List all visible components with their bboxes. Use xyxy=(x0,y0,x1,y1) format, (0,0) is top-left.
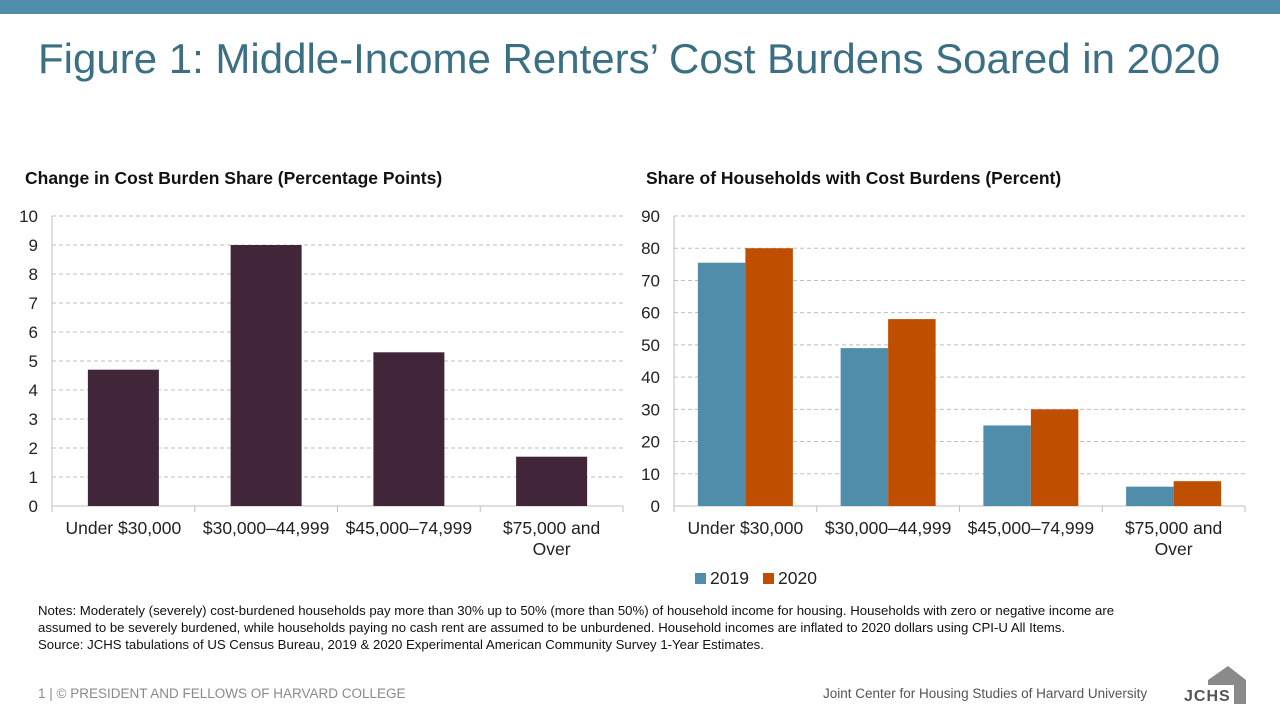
y-tick-label: 0 xyxy=(29,497,38,516)
bar-2020-1 xyxy=(745,248,793,506)
y-tick-label: 1 xyxy=(29,468,38,487)
x-tick-label: $75,000 and xyxy=(1125,518,1222,538)
bar-1 xyxy=(87,369,159,506)
y-tick-label: 8 xyxy=(29,265,38,284)
source-text: Source: JCHS tabulations of US Census Bu… xyxy=(38,637,764,652)
footer-organization: Joint Center for Housing Studies of Harv… xyxy=(823,686,1148,701)
top-accent-bar xyxy=(0,0,1280,14)
y-tick-label: 40 xyxy=(641,368,660,387)
page-title: Figure 1: Middle-Income Renters’ Cost Bu… xyxy=(38,35,1221,82)
y-tick-label: 2 xyxy=(29,439,38,458)
legend-label-2019: 2019 xyxy=(710,568,749,588)
y-tick-label: 60 xyxy=(641,304,660,323)
bar-2019-2 xyxy=(840,348,889,506)
y-tick-label: 70 xyxy=(641,271,660,290)
x-tick-label: $45,000–74,999 xyxy=(346,518,473,538)
bar-2020-2 xyxy=(888,319,936,506)
y-tick-label: 5 xyxy=(29,352,38,371)
bar-2019-4 xyxy=(1126,486,1174,506)
share-burdened-chart: 0 10 20 30 40 50 60 70 80 90 Under $30,000 $30,000–… xyxy=(641,207,1246,588)
x-tick-label: Under $30,000 xyxy=(65,518,181,538)
x-tick-label: Under $30,000 xyxy=(687,518,803,538)
left-chart-title: Change in Cost Burden Share (Percentage … xyxy=(25,168,443,188)
bar-3 xyxy=(373,352,445,506)
legend-swatch-2020 xyxy=(763,573,774,584)
y-tick-label: 50 xyxy=(641,336,660,355)
bar-4 xyxy=(516,456,588,506)
notes-text: Notes: Moderately (severely) cost-burden… xyxy=(38,603,1115,635)
x-tick-label: $75,000 and xyxy=(503,518,600,538)
x-tick-label: $30,000–44,999 xyxy=(825,518,952,538)
jchs-logo: JCHS xyxy=(1182,666,1246,704)
y-tick-label: 30 xyxy=(641,400,660,419)
x-tick-label: Over xyxy=(533,539,571,559)
footer-copyright: 1 | © PRESIDENT AND FELLOWS OF HARVARD C… xyxy=(38,686,406,701)
right-chart-title: Share of Households with Cost Burdens (P… xyxy=(646,168,1062,188)
x-tick-label: $30,000–44,999 xyxy=(203,518,330,538)
y-tick-label: 10 xyxy=(641,465,660,484)
y-tick-label: 0 xyxy=(651,497,660,516)
legend-label-2020: 2020 xyxy=(778,568,817,588)
bar-2020-4 xyxy=(1173,481,1222,506)
y-tick-label: 9 xyxy=(29,236,38,255)
y-tick-label: 20 xyxy=(641,433,660,452)
y-tick-label: 90 xyxy=(641,207,660,226)
y-tick-label: 6 xyxy=(29,323,38,342)
legend-swatch-2019 xyxy=(695,573,706,584)
svg-text:JCHS: JCHS xyxy=(1184,688,1231,704)
bar-2019-3 xyxy=(983,425,1031,506)
bar-2020-3 xyxy=(1030,409,1079,506)
notes-block: Notes: Moderately (severely) cost-burden… xyxy=(38,602,1148,653)
y-tick-label: 4 xyxy=(29,381,38,400)
y-tick-label: 3 xyxy=(29,410,38,429)
bar-2019-1 xyxy=(697,262,746,506)
y-tick-label: 80 xyxy=(641,239,660,258)
bar-2 xyxy=(230,245,302,506)
y-tick-label: 7 xyxy=(29,294,38,313)
y-tick-label: 10 xyxy=(19,207,38,226)
change-in-burden-chart: 0 1 2 3 4 5 6 7 8 9 10 Under $30,000 $30,000–44,999 $… xyxy=(19,207,624,559)
x-tick-label: Over xyxy=(1155,539,1193,559)
x-tick-label: $45,000–74,999 xyxy=(968,518,1095,538)
